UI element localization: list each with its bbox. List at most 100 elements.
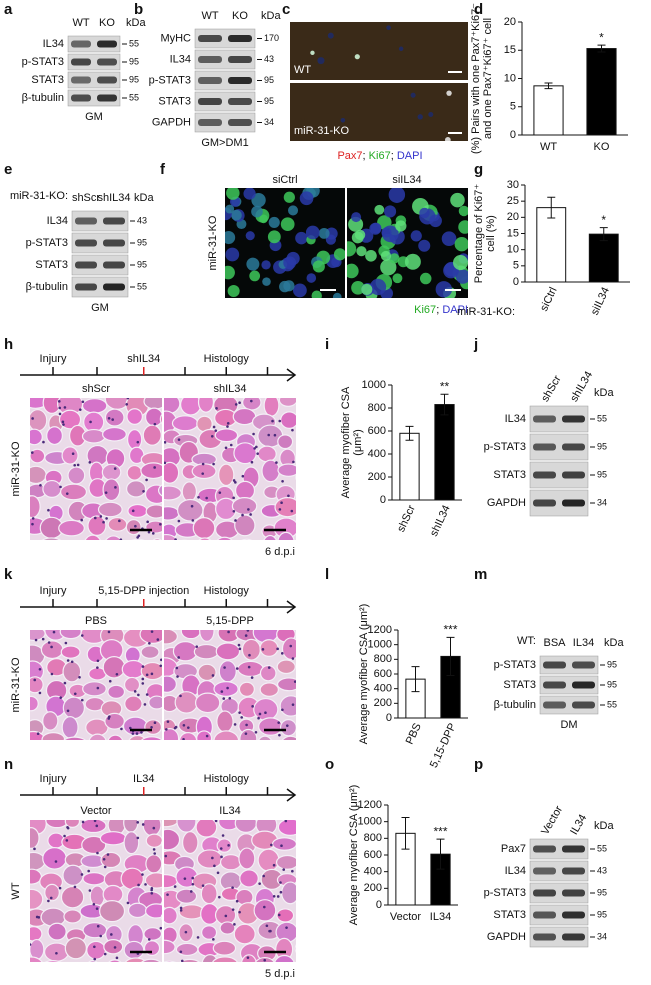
myofiber (127, 902, 148, 919)
nucleus (246, 257, 260, 271)
myofiber (61, 446, 79, 465)
kda-unit: kDa (134, 192, 154, 204)
myofiber (164, 828, 181, 851)
y-axis-label: Percentage of Ki67⁺ (473, 184, 485, 284)
blot-band (97, 58, 117, 66)
myofiber (201, 925, 218, 940)
myofiber (67, 466, 86, 485)
blot-band (572, 681, 595, 689)
nucleus (135, 732, 139, 735)
nucleus (226, 422, 230, 425)
blot-strip (194, 49, 256, 70)
lane-label: shScr (539, 373, 564, 404)
nucleus (262, 874, 265, 878)
nucleus (66, 825, 69, 829)
nucleus (410, 92, 416, 98)
blot-strip (529, 838, 589, 860)
image-title: Vector (80, 805, 112, 817)
nucleus (292, 460, 295, 464)
nucleus (291, 657, 295, 660)
y-tick-label: 20 (504, 16, 516, 28)
nucleus (150, 630, 154, 633)
myofiber (101, 463, 122, 481)
nucleus (179, 906, 183, 910)
nucleus (62, 423, 65, 426)
myofiber (215, 642, 241, 661)
nucleus (254, 730, 258, 734)
bar (536, 207, 567, 283)
nucleus (281, 480, 284, 483)
y-tick-label: 0 (386, 712, 392, 724)
y-tick-label: 15 (504, 44, 516, 56)
kda-unit: kDa (261, 10, 281, 22)
nucleus (277, 913, 281, 917)
nucleus (255, 445, 258, 449)
nucleus (306, 273, 317, 283)
nucleus (347, 241, 357, 257)
marker-label: 95 (607, 679, 617, 689)
lane-label: shIL34 (568, 369, 595, 404)
myofiber (30, 695, 39, 712)
blot-band (533, 889, 556, 897)
myofiber (120, 867, 144, 890)
myofiber (198, 537, 212, 540)
nucleus (147, 938, 151, 941)
nucleus (271, 419, 274, 423)
error-bar (597, 44, 606, 53)
blot-band (103, 261, 125, 269)
myofiber (164, 939, 176, 955)
nucleus (190, 504, 194, 508)
nucleus (47, 899, 50, 903)
nucleus (235, 899, 239, 903)
nucleus (80, 698, 84, 702)
myofiber (82, 922, 108, 939)
myofiber (44, 959, 62, 962)
nucleus (134, 524, 137, 528)
myofiber (173, 755, 195, 769)
myofiber (100, 749, 125, 764)
nucleus (175, 666, 179, 670)
nucleus (428, 111, 434, 118)
nucleus (177, 438, 181, 441)
bar (533, 85, 564, 136)
myofiber (175, 942, 199, 957)
nucleus (65, 839, 69, 842)
nucleus (389, 253, 400, 264)
nucleus (354, 54, 360, 60)
timeline-label: Injury (40, 585, 67, 597)
significance: ** (440, 379, 450, 393)
side-label: miR-31-KO (207, 215, 219, 270)
nucleus (103, 952, 107, 956)
nucleus (374, 204, 385, 215)
marker-label: 95 (264, 75, 274, 85)
timeline-arrow (286, 368, 297, 382)
myofiber (165, 960, 186, 976)
nucleus (50, 672, 54, 676)
nucleus (88, 461, 92, 464)
nucleus (165, 728, 168, 731)
stain-name: ; (436, 304, 442, 316)
nucleus (59, 485, 62, 489)
timeline-label: Injury (40, 353, 67, 365)
micrograph (347, 188, 468, 298)
nucleus (36, 732, 40, 736)
myofiber (63, 909, 82, 924)
myofiber (143, 398, 162, 410)
blot-strip (67, 71, 121, 89)
kda-unit: kDa (604, 637, 624, 649)
myofiber (126, 429, 143, 450)
myofiber (216, 536, 233, 540)
nucleus (283, 191, 295, 203)
blot-header: miR-31-KO: (10, 190, 68, 202)
myofiber (218, 463, 235, 487)
nucleus (238, 711, 241, 714)
nucleus (212, 462, 215, 466)
histology-image (164, 820, 296, 962)
condition-label: DM (560, 719, 577, 731)
y-tick-label: 800 (374, 653, 392, 665)
myofiber (99, 900, 126, 923)
nucleus (450, 192, 465, 208)
nucleus (64, 641, 68, 645)
nucleus (108, 679, 112, 683)
myofiber (157, 484, 162, 497)
